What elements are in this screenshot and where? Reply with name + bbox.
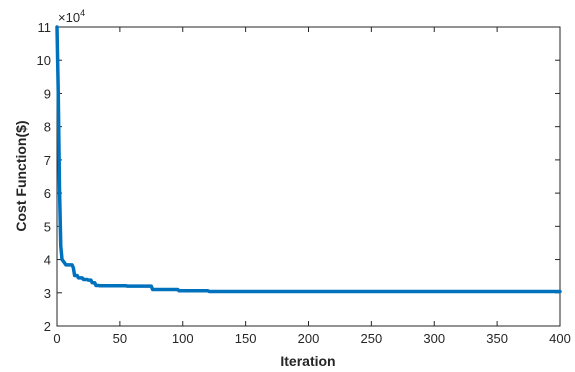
y-tick-label: 5 (44, 219, 51, 234)
y-exponent-power: 4 (80, 8, 85, 18)
y-tick-label: 10 (37, 53, 51, 68)
y-axis-ticks: 2 3 4 5 6 7 8 9 10 11 (37, 20, 560, 334)
y-tick-label: 2 (44, 319, 51, 334)
x-tick-label: 200 (298, 331, 320, 346)
y-exponent-base: ×10 (58, 10, 80, 25)
y-tick-label: 3 (44, 286, 51, 301)
y-tick-label: 7 (44, 153, 51, 168)
x-axis-label: Iteration (280, 353, 335, 369)
plot-area (56, 26, 561, 327)
y-tick-label: 8 (44, 120, 51, 135)
x-axis-ticks: 0 50 100 150 200 250 300 350 400 (53, 27, 571, 346)
y-tick-label: 11 (38, 20, 52, 35)
y-exponent-label: ×104 (58, 8, 85, 25)
x-tick-label: 250 (361, 331, 383, 346)
x-tick-label: 0 (53, 331, 60, 346)
x-tick-label: 50 (113, 331, 127, 346)
cost-series-line (55, 25, 562, 294)
x-tick-label: 300 (423, 331, 445, 346)
x-tick-label: 400 (549, 331, 571, 346)
y-tick-label: 6 (44, 186, 51, 201)
x-tick-label: 150 (235, 331, 257, 346)
x-tick-label: 100 (172, 331, 194, 346)
y-axis-label: Cost Function($) (13, 120, 29, 231)
y-tick-label: 9 (44, 86, 51, 101)
x-tick-label: 350 (486, 331, 508, 346)
y-tick-label: 4 (44, 253, 51, 268)
